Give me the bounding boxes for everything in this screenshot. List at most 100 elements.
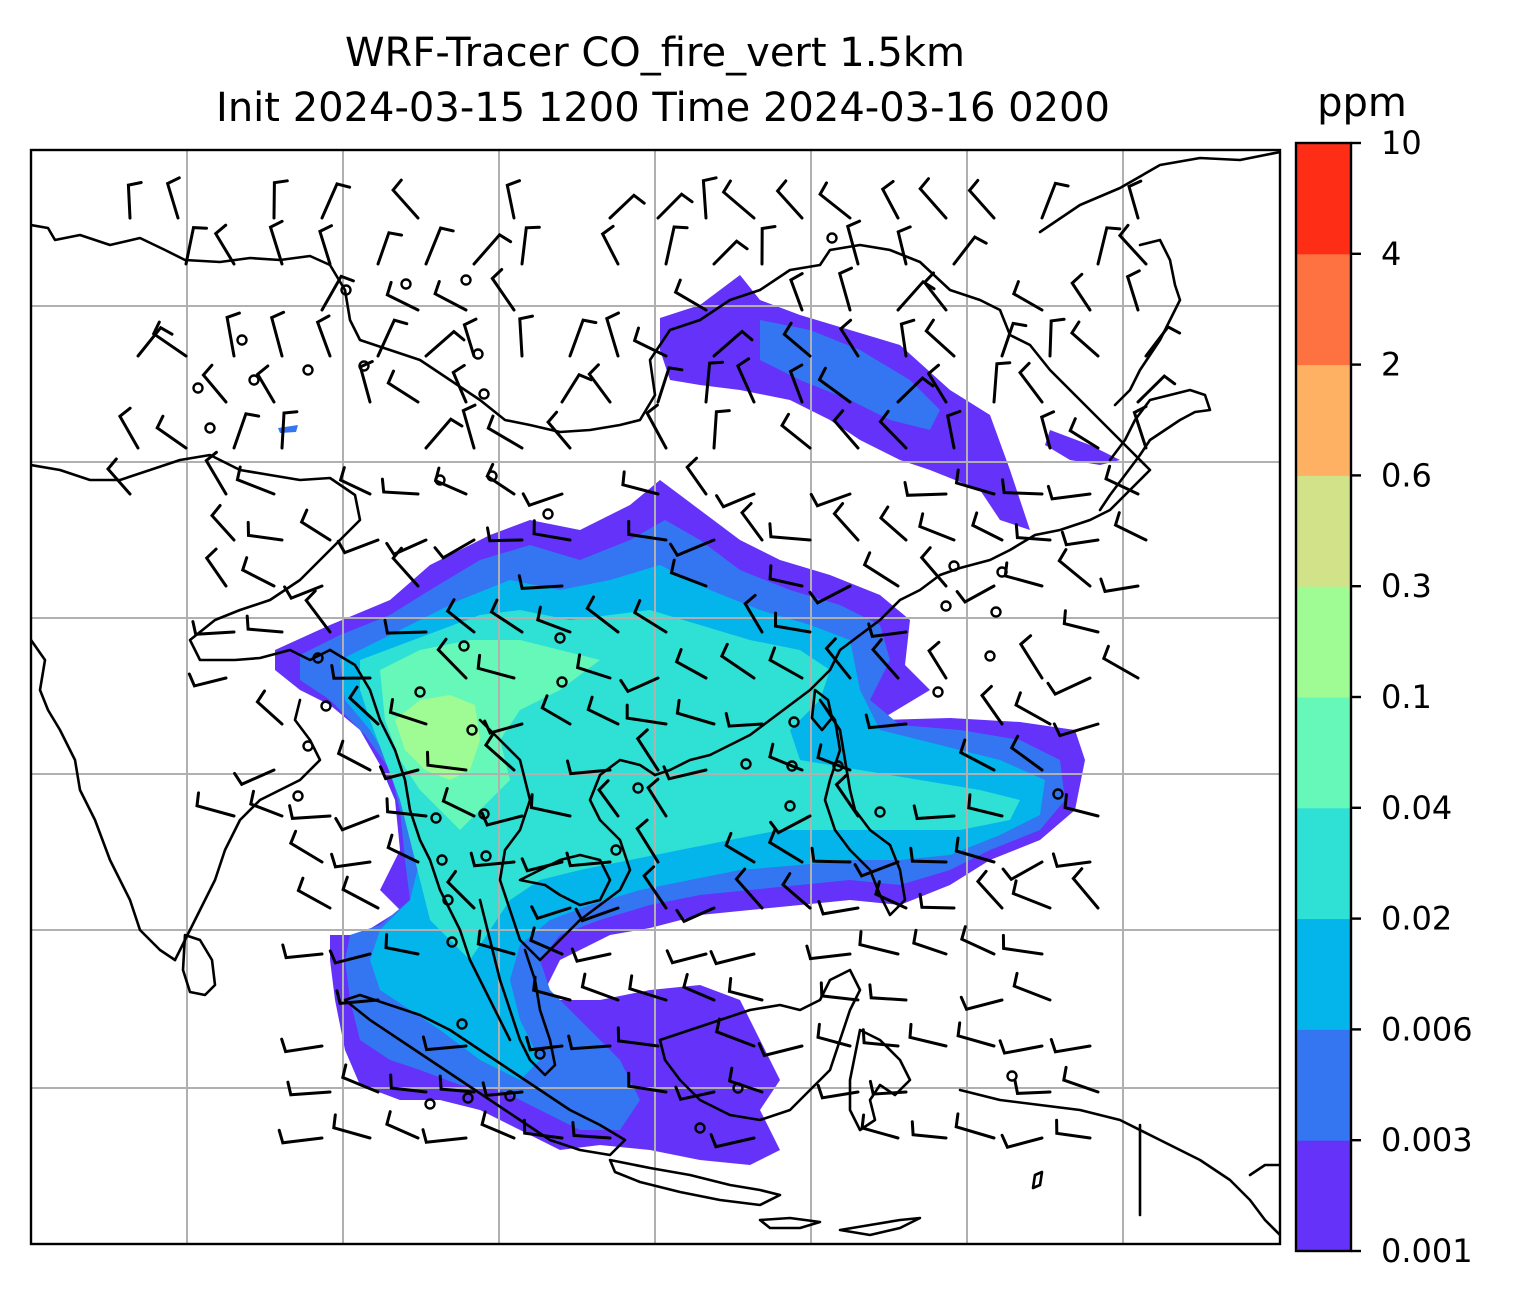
wind-barb [769,814,812,835]
wind-barb [627,519,668,542]
coastline-sumatra [343,993,627,1157]
wind-barb [845,219,862,266]
wind-barb [1012,971,1052,1002]
wind-barb [335,989,380,1006]
wind-barb [767,828,804,864]
calm-circle [204,422,216,434]
wind-barb [919,546,948,588]
wind-barb [714,1017,756,1048]
calm-circle [832,760,844,772]
tracer-fill [275,275,1120,1165]
wind-barb [727,1066,764,1094]
wind-barb [903,481,948,497]
wind-barb [304,589,332,634]
wind-barb [1060,530,1100,547]
wind-barb [565,851,612,868]
wind-barb [341,1063,380,1094]
wind-barb [530,905,572,921]
wind-barb [992,361,1012,404]
coastline-india-east [173,698,322,962]
wind-barb [580,972,620,1002]
tracer-region-northeast-core [760,320,940,430]
wind-barb [959,995,1004,1011]
wind-barb [619,676,660,694]
wind-barb [927,640,948,680]
wind-barb [899,318,916,358]
wind-barb [858,930,900,956]
wind-barb [625,703,668,726]
wind-barb [1046,484,1092,501]
wind-barb [805,944,852,961]
wind-barb [1018,634,1044,680]
calm-circle [414,686,426,698]
wind-barb [1001,860,1044,882]
wind-barb [233,768,276,787]
wind-barb [781,872,812,910]
wind-barb [1136,374,1177,404]
wind-barb [461,403,477,450]
coastline-taiwan [810,688,834,732]
wind-barb [656,366,684,404]
coastline-myanmar [328,648,512,1042]
calm-circle [732,1082,744,1094]
wind-barb [328,949,372,965]
coastline-small-island [1031,1170,1044,1190]
wind-barb [600,224,620,266]
colorbar-segment [1296,807,1351,920]
wind-barb [709,1133,756,1149]
wind-barb [299,508,332,542]
wind-barb [1125,269,1141,312]
wind-barb [421,1128,468,1144]
calm-circle [460,274,472,286]
wind-barb [1127,179,1143,220]
wind-barb [117,406,140,450]
wind-barb [469,851,516,868]
calm-circle [632,782,644,794]
wind-barb [735,357,756,404]
wind-barb [383,618,428,635]
wind-barb [878,409,908,450]
wind-barb [645,403,668,450]
wind-barb [296,876,332,910]
wind-barb [1018,361,1044,404]
calm-circle [478,388,490,400]
wind-barb [918,177,948,220]
wind-barb [816,1022,852,1048]
calm-circle [192,382,204,394]
wind-barb [424,417,464,450]
wind-barb [386,369,420,404]
wind-barb [675,698,716,726]
wind-barb [585,595,620,634]
wind-barb [1000,1133,1044,1149]
coastline-philippines [818,698,907,917]
wind-barb [288,804,332,820]
wind-barb [286,1080,332,1097]
wind-barb [853,860,900,878]
wind-barb [529,793,572,818]
wind-barb [861,1028,900,1048]
wind-barb [721,179,756,220]
wind-barb [789,272,804,312]
colorbar-segment [1296,918,1351,1030]
wind-barb [1051,852,1092,868]
calm-circle [302,740,314,752]
calm-circle [458,640,470,652]
wind-barb [155,414,188,450]
wind-barb [385,280,420,312]
wind-barb [378,765,420,781]
wind-barb [376,318,409,358]
colorbar-tick-label: 0.1 [1381,678,1432,716]
wind-barb [837,266,853,312]
wind-barb [1101,644,1140,680]
wind-barb [389,1073,428,1094]
wind-barb [664,225,689,266]
wind-barb [210,504,236,542]
calm-circle [466,724,478,736]
calm-circle [984,650,996,662]
coastline-south-asia [31,453,362,662]
wind-barb [1057,548,1092,588]
calm-circle [556,676,568,688]
wind-barb [1062,1065,1100,1094]
colorbar-tick-label: 0.3 [1381,567,1432,605]
wind-barb [255,364,276,404]
